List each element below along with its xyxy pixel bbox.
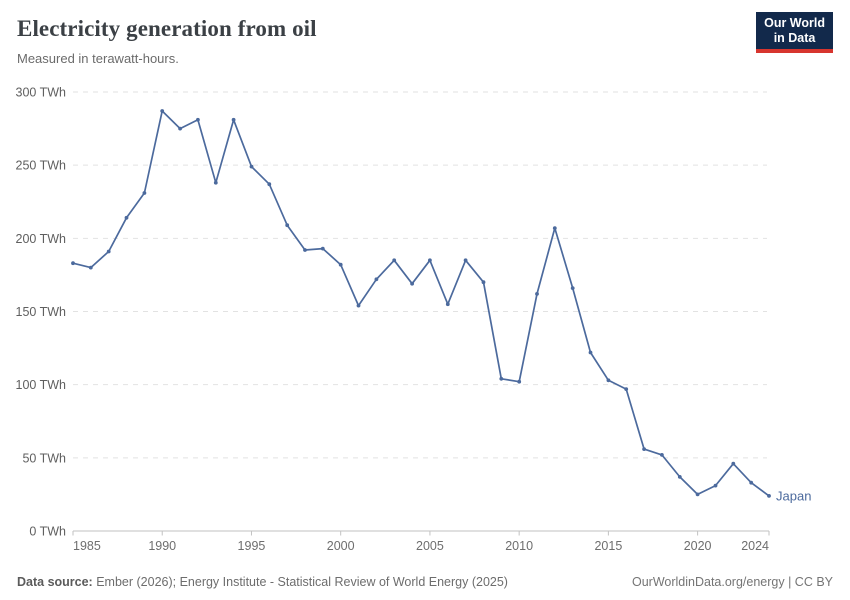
y-tick-label-250: 250 TWh	[16, 159, 67, 173]
data-source: Data source: Ember (2026); Energy Instit…	[17, 575, 508, 589]
data-point-1987[interactable]	[106, 249, 111, 254]
data-source-text: Ember (2026); Energy Institute - Statist…	[92, 575, 508, 589]
data-point-2018[interactable]	[660, 453, 664, 457]
data-point-2007[interactable]	[463, 258, 468, 263]
data-point-2017[interactable]	[642, 447, 646, 451]
data-point-2019[interactable]	[677, 475, 682, 479]
data-point-2013[interactable]	[570, 286, 575, 290]
data-point-1986[interactable]	[88, 265, 93, 270]
data-point-2016[interactable]	[624, 387, 629, 391]
y-tick-label-300: 300 TWh	[16, 86, 67, 100]
y-tick-label-100: 100 TWh	[16, 378, 67, 392]
data-point-1999[interactable]	[320, 246, 325, 251]
x-tick-label-2024: 2024	[741, 539, 769, 553]
line-chart[interactable]: 0 TWh 50 TWh 100 TWh 150 TWh 200 TWh 250 TWh 3…	[0, 80, 850, 555]
data-point-2005[interactable]	[428, 258, 432, 263]
x-tick-label-2015: 2015	[594, 539, 622, 553]
data-point-1989[interactable]	[142, 191, 147, 195]
page-title: Electricity generation from oil	[17, 16, 317, 41]
owid-logo-line2: in Data	[773, 31, 816, 45]
data-point-2000[interactable]	[338, 262, 343, 267]
data-point-2006[interactable]	[445, 302, 450, 307]
x-tick-label-2010: 2010	[505, 539, 533, 553]
y-tick-label-50: 50 TWh	[22, 451, 66, 465]
footer-link[interactable]: OurWorldinData.org/energy | CC BY	[631, 575, 833, 589]
data-point-2020[interactable]	[695, 492, 700, 497]
data-point-1997[interactable]	[285, 223, 290, 228]
data-point-2004[interactable]	[410, 281, 414, 286]
x-tick-label-2020: 2020	[684, 539, 712, 553]
data-point-1998[interactable]	[303, 248, 307, 252]
y-tick-label-200: 200 TWh	[16, 232, 67, 246]
data-point-2015[interactable]	[606, 378, 611, 383]
y-tick-label-0: 0 TWh	[29, 525, 66, 539]
x-tick-label-1985: 1985	[73, 539, 101, 553]
x-tick-label-2005: 2005	[416, 539, 444, 553]
x-tick-label-1990: 1990	[148, 539, 176, 553]
data-point-2023[interactable]	[749, 480, 754, 485]
data-point-2014[interactable]	[588, 350, 593, 355]
data-point-2012[interactable]	[552, 226, 557, 231]
data-point-1990[interactable]	[160, 109, 165, 113]
y-tick-label-150: 150 TWh	[16, 305, 67, 319]
data-point-1994[interactable]	[231, 117, 236, 122]
data-point-2009[interactable]	[499, 376, 504, 381]
data-point-1996[interactable]	[267, 182, 272, 187]
data-point-1991[interactable]	[178, 126, 183, 131]
data-point-1993[interactable]	[213, 180, 218, 185]
page-subtitle: Measured in terawatt-hours.	[17, 51, 179, 66]
data-point-2008[interactable]	[481, 280, 486, 285]
owid-logo-line1: Our World	[764, 16, 825, 30]
entity-label-japan: Japan	[776, 488, 811, 503]
data-point-2010[interactable]	[517, 379, 522, 384]
data-point-2011[interactable]	[535, 292, 539, 296]
data-point-2022[interactable]	[731, 461, 736, 466]
owid-logo[interactable]: Our World in Data	[756, 12, 833, 53]
data-point-1995[interactable]	[249, 164, 254, 169]
data-point-2003[interactable]	[392, 258, 397, 263]
data-point-1988[interactable]	[124, 215, 129, 220]
data-point-2002[interactable]	[374, 277, 379, 282]
data-point-2021[interactable]	[713, 483, 718, 488]
data-point-2001[interactable]	[356, 303, 361, 308]
series-line-japan[interactable]	[72, 110, 770, 497]
data-point-2024[interactable]	[767, 494, 771, 498]
data-point-1985[interactable]	[71, 261, 75, 266]
x-tick-label-1995: 1995	[238, 539, 266, 553]
data-source-label: Data source:	[17, 575, 93, 589]
data-point-1992[interactable]	[196, 117, 200, 122]
x-tick-label-2000: 2000	[327, 539, 355, 553]
